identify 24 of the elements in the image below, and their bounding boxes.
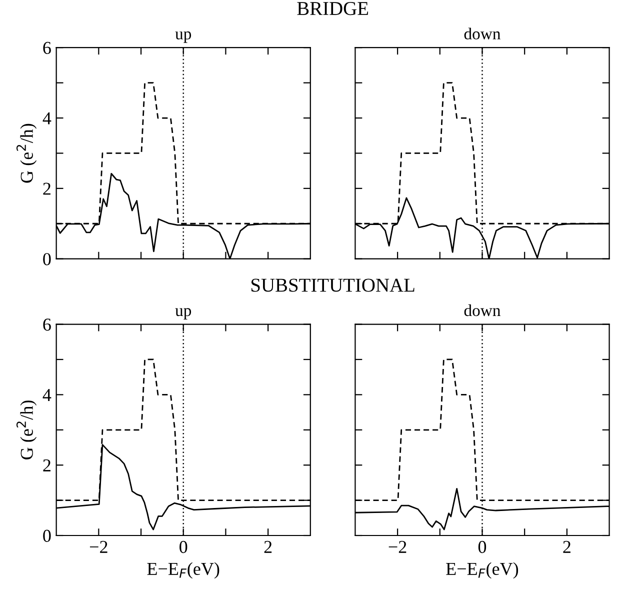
y-tick-label: 4 bbox=[42, 389, 52, 401]
x-tick-label: −2 bbox=[90, 540, 108, 553]
x-tick-label: 2 bbox=[264, 540, 272, 553]
y-tick-label: 2 bbox=[43, 459, 50, 472]
y-axis-title: G (e$^{2}$/h) bbox=[16, 124, 37, 183]
y-axis-title: G (e$^{2}$/h) bbox=[16, 400, 37, 460]
x-tick-label: −2 bbox=[388, 540, 406, 553]
x-tick-label: 0 bbox=[180, 540, 188, 554]
x-axis-title: E−E$_{F}$(eV) bbox=[446, 562, 518, 579]
y-tick-label: 0 bbox=[43, 253, 51, 266]
text: SUBSTITUTIONAL bbox=[251, 278, 414, 292]
text: BRIDGE bbox=[297, 2, 368, 16]
y-tick-label: 6 bbox=[43, 318, 51, 331]
y-tick-label: 2 bbox=[43, 182, 50, 195]
chart-title: up bbox=[175, 308, 192, 320]
chart-title: down bbox=[464, 28, 501, 40]
chart-title: up bbox=[175, 31, 192, 43]
x-axis-title: E−E$_{F}$(eV) bbox=[147, 562, 220, 579]
y-tick-label: 4 bbox=[42, 112, 52, 124]
x-tick-label: 2 bbox=[563, 540, 570, 553]
x-tick-label: 0 bbox=[478, 540, 486, 554]
y-tick-label: 6 bbox=[43, 42, 51, 54]
chart-title: down bbox=[464, 304, 501, 316]
y-tick-label: 0 bbox=[43, 530, 51, 542]
